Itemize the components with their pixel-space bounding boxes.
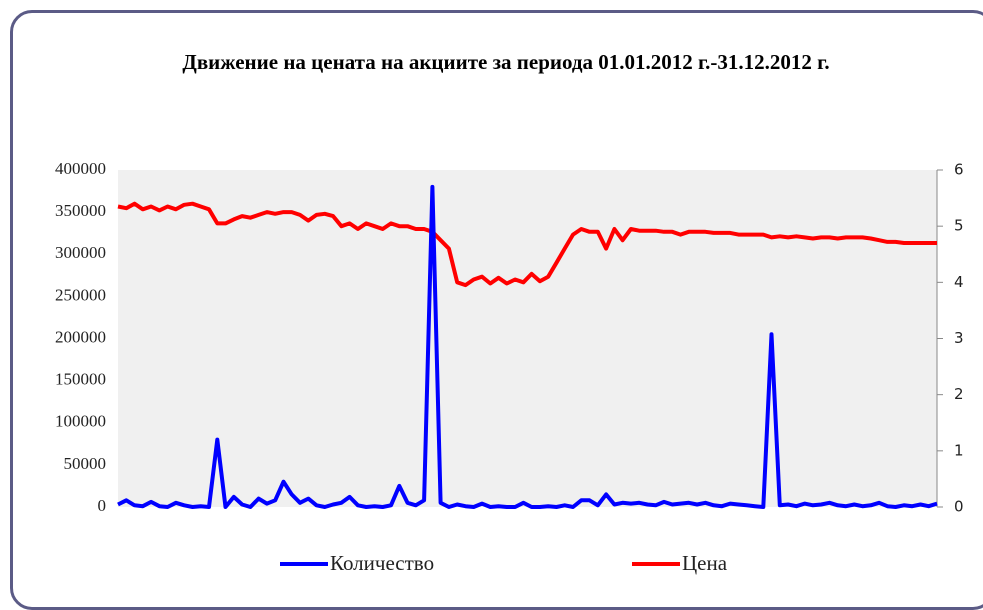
chart-title: Движение на цената на акциите за периода… xyxy=(182,50,830,74)
y-tick-label: 250000 xyxy=(55,285,106,304)
y2-tick-label: 4 xyxy=(954,273,964,291)
plot-area xyxy=(118,170,937,507)
series-line xyxy=(117,184,938,509)
y-tick-label: 100000 xyxy=(55,412,106,431)
y2-tick-label: 3 xyxy=(954,329,964,347)
y2-tick-label: 0 xyxy=(954,498,964,516)
y-tick-label: 350000 xyxy=(55,201,106,220)
legend-label: Цена xyxy=(682,551,728,575)
y2-tick-label: 1 xyxy=(954,441,964,459)
y2-tick-label: 2 xyxy=(954,385,964,403)
y-tick-label: 0 xyxy=(98,496,107,515)
y-tick-label: 300000 xyxy=(55,243,106,262)
y-tick-label: 50000 xyxy=(64,454,107,473)
y2-tick-label: 5 xyxy=(954,217,964,235)
series-line xyxy=(117,201,937,288)
y-tick-label: 400000 xyxy=(55,159,106,178)
y-tick-label: 200000 xyxy=(55,327,106,346)
legend-label: Количество xyxy=(330,551,434,575)
y-tick-label: 150000 xyxy=(55,370,106,389)
y2-tick-label: 6 xyxy=(954,161,964,179)
page: Движение на цената на акциите за периода… xyxy=(10,10,983,610)
chart: 0 50000 100000 150000 200000 250000 300000 3500… xyxy=(55,159,964,575)
